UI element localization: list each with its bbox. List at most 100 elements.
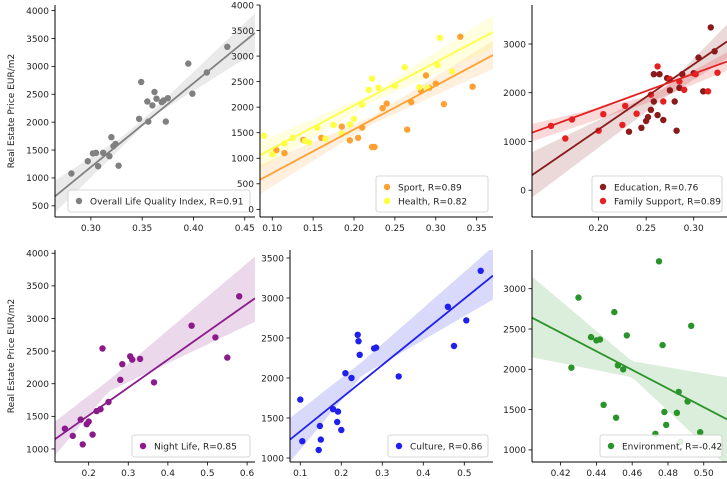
y-tick-label: 3000 [26, 63, 49, 73]
data-point [322, 135, 329, 142]
x-tick-label: 0.50 [694, 469, 714, 479]
legend-marker [139, 442, 147, 450]
y-tick-label: 3500 [231, 27, 254, 37]
regression-line-1 [55, 32, 255, 198]
data-point [633, 110, 640, 117]
data-point [562, 135, 569, 142]
y-tick-label: 3000 [503, 40, 526, 50]
legend: Culture, R=0.86 [387, 434, 489, 458]
data-point [212, 334, 219, 341]
data-point [188, 322, 195, 329]
y-tick-label: 1000 [503, 446, 526, 456]
y-tick-label: 2500 [26, 347, 49, 357]
data-point [661, 408, 668, 416]
data-point [659, 341, 666, 349]
subplot-1: 500 1000 1500 2000 2500 3000 3500 4000 0.30 0.35 0… [7, 5, 255, 234]
x-tick-label: 0.5 [457, 469, 471, 479]
confidence-band-2 [260, 15, 493, 170]
y-tick-label: 0 [520, 186, 526, 196]
data-point [348, 374, 355, 382]
legend-label: Environment, R=-0.42 [622, 442, 722, 452]
data-point [269, 151, 276, 158]
subplot-6: 1000 1500 2000 2500 3000 0.42 0.44 0.46 0.48 0.50… [503, 250, 727, 479]
legend-box [375, 175, 489, 213]
x-tick-label: 0.48 [658, 469, 678, 479]
legend: Night Life, R=0.85 [131, 434, 251, 458]
plot-area [260, 15, 493, 194]
x-tick-label: 0.6 [240, 469, 255, 479]
data-point [338, 426, 345, 434]
legend-marker [599, 197, 607, 205]
data-point [444, 303, 452, 310]
subplot-4: 1000 1500 2000 2500 3000 3500 4000 0.2 0.3 0.4 0.5… [7, 250, 255, 479]
x-tick-label: 0.10 [262, 224, 282, 234]
data-point [383, 100, 390, 107]
y-tick-label: 1500 [26, 413, 49, 423]
data-point [650, 98, 657, 105]
y-tick-label: 1500 [26, 146, 49, 156]
y-tick-label: 2500 [231, 78, 254, 88]
y-tick-label: 1000 [26, 174, 49, 184]
data-point [375, 84, 382, 92]
x-tick-label: 0.20 [344, 224, 364, 234]
data-point [654, 63, 661, 70]
x-tick-label: 0.2 [81, 469, 95, 479]
y-tick-label: 2000 [503, 89, 526, 99]
legend-label: Culture, R=0.86 [410, 442, 483, 452]
plot-area [532, 24, 727, 198]
data-point [89, 431, 96, 438]
data-point [440, 100, 448, 108]
data-point [316, 422, 324, 430]
x-tick-label: 0.3 [375, 469, 389, 479]
data-point [416, 84, 423, 91]
data-point [673, 127, 680, 134]
legend-marker [607, 442, 615, 450]
data-point [346, 121, 354, 128]
data-point [655, 258, 663, 265]
plot-area [55, 256, 255, 456]
data-point [315, 446, 322, 454]
data-point [676, 84, 683, 92]
confidence-band-1 [55, 256, 255, 456]
y-tick-label: 4000 [26, 250, 49, 260]
data-point [297, 396, 304, 403]
x-tick-label: 0.40 [183, 224, 203, 234]
x-tick-label: 0.2 [334, 469, 348, 479]
data-point [644, 113, 652, 121]
y-tick-label: 1000 [26, 445, 49, 455]
data-point [138, 78, 145, 86]
data-point [600, 111, 607, 118]
subplot-5: 1000 1500 2000 2500 3000 3500 0.1 0.2 0.3 0.4 0.5 C… [261, 250, 493, 479]
regression-line-1 [532, 316, 727, 421]
data-point [704, 88, 712, 95]
data-point [164, 95, 171, 102]
x-tick-label: 0.20 [589, 224, 609, 234]
data-point [422, 72, 430, 79]
y-axis-label: Real Estate Price EUR/m2 [7, 299, 17, 413]
y-tick-label: 3500 [261, 254, 284, 264]
y-tick-label: 3000 [231, 52, 254, 62]
y-tick-label: 3500 [26, 282, 49, 292]
regression-line-1 [290, 274, 493, 441]
data-point [149, 102, 156, 109]
y-tick-label: 2000 [26, 118, 49, 128]
data-point [404, 126, 411, 133]
plot-area [55, 13, 255, 213]
y-tick-label: 2000 [231, 103, 254, 113]
data-point [575, 294, 582, 301]
y-tick-label: 1000 [503, 138, 526, 148]
data-point [144, 98, 151, 105]
regression-line-1 [260, 54, 493, 181]
data-point [317, 436, 324, 443]
legend-label: Family Support, R=0.89 [614, 197, 721, 207]
data-point [354, 331, 361, 338]
y-tick-label: 500 [237, 180, 254, 190]
data-point [463, 317, 470, 324]
data-point [587, 333, 595, 341]
data-point [338, 123, 345, 130]
y-tick-label: 1000 [231, 155, 254, 165]
data-point [162, 118, 169, 125]
data-point [625, 128, 633, 135]
data-point [189, 90, 196, 97]
